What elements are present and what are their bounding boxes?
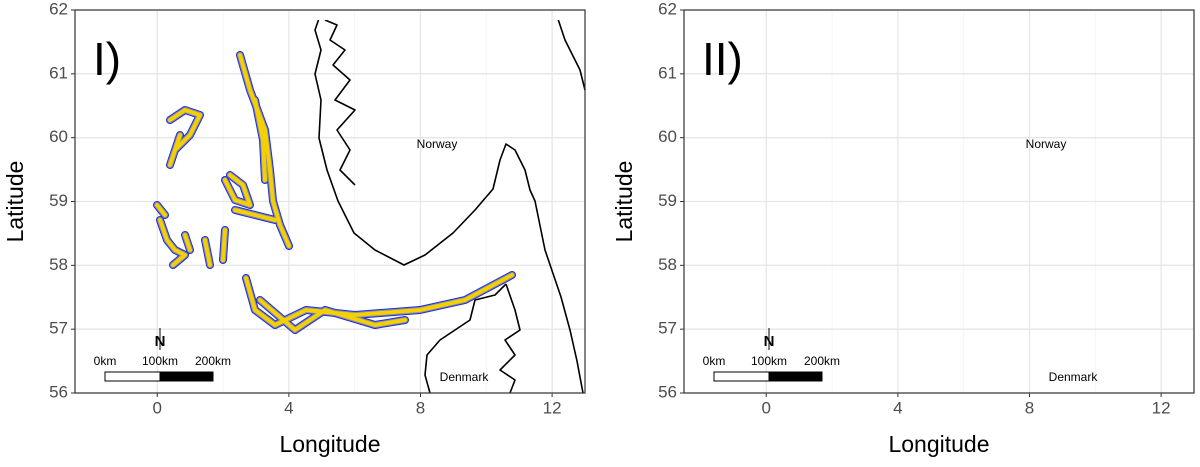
x-tick-label: 0 [153,398,162,417]
x-axis-title: Longitude [279,431,380,457]
x-tick-label: 4 [893,398,902,417]
scale-bar-label: 0km [94,354,117,368]
y-tick-label: 57 [49,319,68,338]
scale-bar-label: 0km [703,354,726,368]
scale-bar-label: 200km [195,354,231,368]
panel-border [74,9,586,394]
y-tick-label: 59 [49,191,68,210]
y-tick-label: 56 [658,382,677,401]
scale-bar-label: 100km [751,354,787,368]
y-tick-label: 59 [658,191,677,210]
y-tick-label: 60 [658,127,677,146]
panel-border [683,9,1195,394]
y-tick-label: 61 [49,63,68,82]
y-tick-label: 58 [658,255,677,274]
x-tick-label: 8 [1025,398,1034,417]
y-tick-label: 56 [49,382,68,401]
y-tick-label: 58 [49,255,68,274]
x-tick-label: 12 [1152,398,1171,417]
y-tick-label: 60 [49,127,68,146]
x-axis-title: Longitude [888,431,989,457]
scale-bar-black [768,371,823,382]
scale-bar-label: 100km [142,354,178,368]
panel-label: I) [93,33,121,85]
scale-bar-white [713,371,770,382]
country-label: Denmark [1049,370,1099,384]
y-axis-title: Latitude [2,161,28,243]
x-tick-label: 4 [284,398,293,417]
country-label: Norway [1026,137,1067,151]
y-axis-title: Latitude [611,161,637,243]
y-tick-label: 61 [658,63,677,82]
x-tick-label: 8 [416,398,425,417]
y-tick-label: 57 [658,319,677,338]
scale-bar-white [104,371,161,382]
panel-label: II) [702,33,743,85]
x-tick-label: 0 [762,398,771,417]
country-label: Norway [417,137,458,151]
y-tick-label: 62 [658,0,677,18]
x-tick-label: 12 [543,398,562,417]
scale-bar-label: 200km [804,354,840,368]
country-label: Denmark [440,370,490,384]
y-tick-label: 62 [49,0,68,18]
scale-bar-black [159,371,214,382]
